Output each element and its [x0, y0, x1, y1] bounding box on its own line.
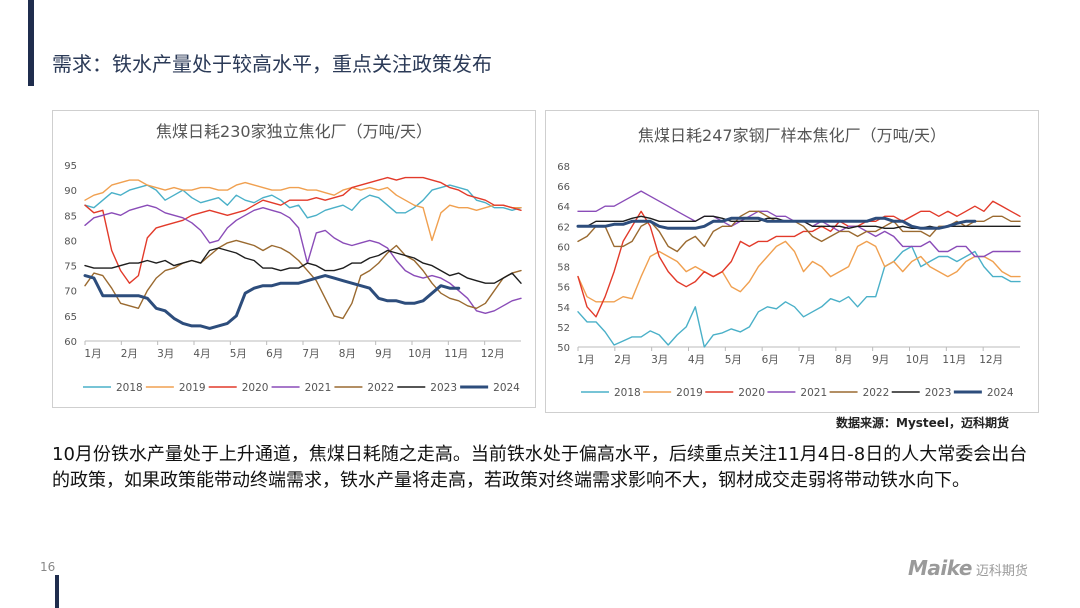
- chart-title: 焦煤日耗247家钢厂样本焦化厂（万吨/天）: [638, 126, 946, 145]
- legend-label-2021: 2021: [800, 387, 827, 399]
- x-tick-label: 5月: [725, 354, 742, 366]
- series-line-2022: [84, 239, 522, 320]
- chart-left-svg: 焦煤日耗230家独立焦化厂（万吨/天） 60 65 70 75 80 85 90 95 1月 2月 3…: [64, 122, 522, 394]
- y-tick-label: 66: [557, 182, 570, 193]
- chart-panel-left: 焦煤日耗230家独立焦化厂（万吨/天） 60 65 70 75 80 85 90 95 1月 2月 3…: [52, 110, 536, 408]
- legend-label-2020: 2020: [738, 387, 765, 399]
- x-tick-label: 5月: [230, 348, 247, 360]
- x-tick-label: 7月: [798, 354, 815, 366]
- legend-label-2019: 2019: [676, 387, 703, 399]
- y-tick-label: 64: [557, 202, 570, 213]
- accent-bar-top: [28, 0, 34, 86]
- x-tick-label: 1月: [577, 354, 594, 366]
- x-tick-label: 4月: [688, 354, 705, 366]
- x-tick-label: 11月: [942, 354, 966, 366]
- chart-right-svg: 焦煤日耗247家钢厂样本焦化厂（万吨/天） 50 52 54 56 58 60 62 64 66 6…: [557, 126, 1021, 399]
- company-logo: Maike 迈科期货: [908, 556, 1028, 580]
- legend-label-2021: 2021: [305, 382, 332, 394]
- legend-label-2022: 2022: [367, 382, 394, 394]
- series-line-2020: [84, 176, 522, 284]
- legend-label-2023: 2023: [925, 387, 952, 399]
- y-tick-label: 50: [557, 343, 570, 354]
- x-tick-label: 10月: [906, 354, 930, 366]
- y-tick-label: 60: [64, 337, 77, 348]
- x-tick-label: 2月: [121, 348, 138, 360]
- x-tick-label: 8月: [835, 354, 852, 366]
- y-tick-label: 65: [64, 312, 77, 323]
- x-tick-label: 6月: [762, 354, 779, 366]
- legend-label-2018: 2018: [614, 387, 641, 399]
- x-tick-label: 9月: [375, 348, 392, 360]
- x-tick-label: 1月: [84, 348, 101, 360]
- series-line-2019: [84, 179, 522, 242]
- y-tick-label: 62: [557, 222, 570, 233]
- legend-label-2022: 2022: [863, 387, 890, 399]
- x-tick-label: 12月: [979, 354, 1003, 366]
- series-line-2024: [83, 274, 461, 330]
- y-tick-label: 52: [557, 323, 570, 334]
- x-tick-label: 3月: [157, 348, 174, 360]
- page-title: 需求：铁水产量处于较高水平，重点关注政策发布: [52, 52, 492, 76]
- legend-label-2019: 2019: [179, 382, 206, 394]
- y-tick-label: 60: [557, 242, 570, 253]
- x-tick-label: 4月: [193, 348, 210, 360]
- x-tick-label: 10月: [408, 348, 432, 360]
- chart-title: 焦煤日耗230家独立焦化厂（万吨/天）: [156, 122, 432, 141]
- y-tick-label: 85: [64, 211, 77, 222]
- body-paragraph: 10月份铁水产量处于上升通道，焦煤日耗随之走高。当前铁水处于偏高水平，后续重点关…: [52, 444, 1028, 491]
- y-tick-label: 95: [64, 161, 77, 172]
- y-tick-label: 56: [557, 283, 570, 294]
- series-line-2020: [577, 200, 1021, 318]
- series-line-2021: [84, 204, 522, 315]
- x-tick-label: 8月: [339, 348, 356, 360]
- y-tick-label: 68: [557, 162, 570, 173]
- y-tick-label: 58: [557, 263, 570, 274]
- x-tick-label: 11月: [444, 348, 468, 360]
- y-tick-label: 80: [64, 236, 77, 247]
- y-tick-label: 70: [64, 287, 77, 298]
- series-line-2018: [84, 184, 522, 219]
- x-tick-label: 6月: [266, 348, 283, 360]
- series-line-2023: [84, 247, 522, 284]
- legend-label-2020: 2020: [242, 382, 269, 394]
- legend-label-2024: 2024: [493, 382, 520, 394]
- series-line-2018: [577, 245, 1021, 348]
- y-tick-label: 75: [64, 262, 77, 273]
- series-line-2024: [576, 216, 977, 230]
- legend-label-2024: 2024: [987, 387, 1014, 399]
- accent-bar-bottom: [55, 575, 59, 608]
- logo-mark: Maike: [908, 556, 972, 580]
- x-tick-label: 12月: [481, 348, 505, 360]
- y-tick-label: 90: [64, 186, 77, 197]
- y-tick-label: 54: [557, 303, 570, 314]
- legend-label-2023: 2023: [430, 382, 457, 394]
- legend-label-2018: 2018: [116, 382, 143, 394]
- x-tick-label: 7月: [302, 348, 319, 360]
- x-tick-label: 9月: [872, 354, 889, 366]
- x-tick-label: 3月: [651, 354, 668, 366]
- logo-subtitle: 迈科期货: [975, 564, 1028, 579]
- series-line-2019: [577, 240, 1021, 303]
- chart-panel-right: 焦煤日耗247家钢厂样本焦化厂（万吨/天） 50 52 54 56 58 60 62 64 66 6…: [545, 110, 1039, 413]
- x-tick-label: 2月: [614, 354, 631, 366]
- source-note: 数据来源：Mysteel，迈科期货: [836, 416, 1010, 430]
- page-number: 16: [40, 560, 56, 574]
